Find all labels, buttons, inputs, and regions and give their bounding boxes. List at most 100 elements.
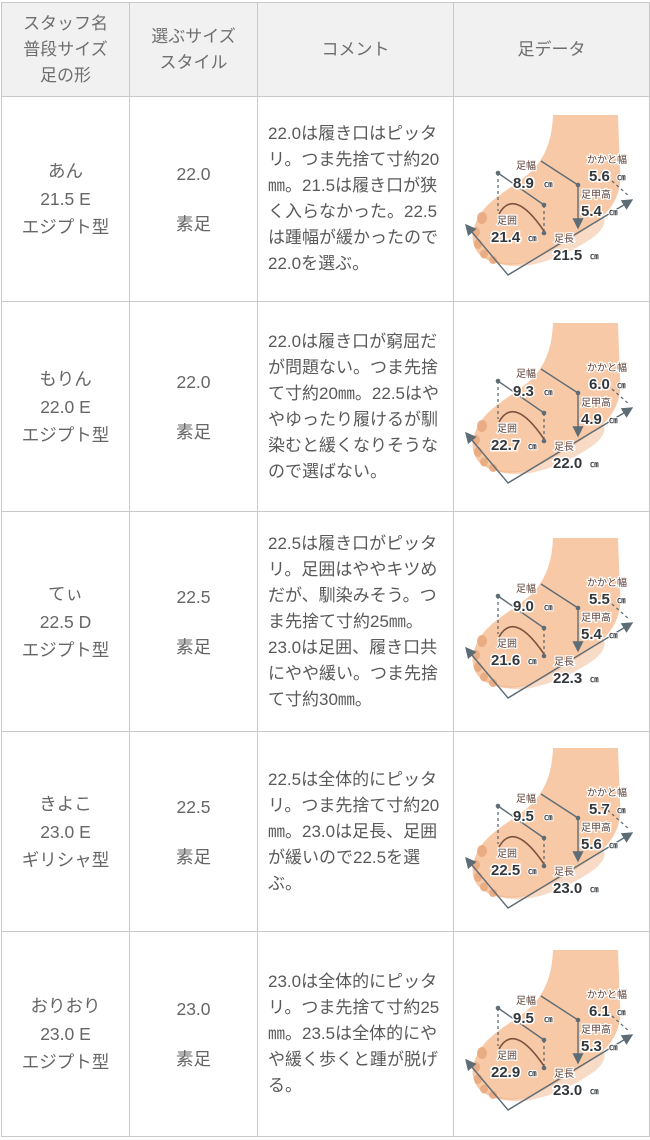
instep-height-value: 5.4	[581, 203, 603, 220]
table-row: てぃ 22.5 D エジプト型 22.5 素足 22.5は履き口がピッタリ。足囲…	[1, 511, 650, 732]
foot-length-value: 23.0	[553, 880, 582, 897]
chosen-style-value: 素足	[176, 636, 211, 657]
foot-length-unit: ㎝	[590, 251, 599, 261]
table-row: きよこ 23.0 E ギリシャ型 22.5 素足 22.5は全体的にピッタリ。つ…	[1, 731, 650, 932]
foot-width-value: 8.9	[513, 175, 534, 192]
measure-labels: 足幅 9.0 ㎝ かかと幅 5.5 ㎝ 足甲高 5.4 ㎝ 足囲 21.6 ㎝ …	[490, 574, 629, 688]
staff-foot-shape: エジプト型	[21, 639, 110, 660]
heel-width-value: 6.0	[589, 376, 610, 393]
heel-width-value: 5.6	[589, 168, 610, 185]
staff-cell: もりん 22.0 E エジプト型	[1, 301, 130, 512]
measure-labels: 足幅 8.9 ㎝ かかと幅 5.6 ㎝ 足甲高 5.4 ㎝ 足囲 21.4 ㎝ …	[490, 152, 629, 266]
header-comment: コメント	[257, 2, 454, 97]
foot-data-cell: 足幅 9.3 ㎝ かかと幅 6.0 ㎝ 足甲高 4.9 ㎝ 足囲 22.7 ㎝ …	[453, 301, 650, 512]
instep-height-unit: ㎝	[609, 207, 618, 217]
foot-girth-value: 21.6	[491, 652, 520, 669]
foot-girth-unit: ㎝	[528, 441, 537, 451]
foot-girth-value: 22.9	[491, 1064, 520, 1081]
foot-width-value: 9.5	[513, 808, 534, 825]
foot-length-value: 22.3	[553, 670, 582, 687]
staff-name: きよこ	[39, 793, 92, 814]
foot-sole-shade	[478, 848, 605, 899]
comment-cell: 22.0は履き口はピッタリ。つま先捨て寸約20㎜。21.5は履き口が狭く入らなか…	[257, 96, 454, 302]
comment-text: 22.0は履き口はピッタリ。つま先捨て寸約20㎜。21.5は履き口が狭く入らなか…	[268, 124, 440, 273]
foot-length-unit: ㎝	[590, 884, 599, 894]
comment-text: 23.0は全体的にピッタリ。つま先捨て寸約25㎜。23.5は全体的にやや緩く歩く…	[268, 972, 440, 1095]
foot-diagram: 足幅 8.9 ㎝ かかと幅 5.6 ㎝ 足甲高 5.4 ㎝ 足囲 21.4 ㎝ …	[465, 115, 634, 276]
foot-girth-label: 足囲	[497, 848, 517, 860]
header-staff-line: 普段サイズ	[23, 39, 108, 59]
instep-height-unit: ㎝	[609, 840, 618, 850]
foot-width-label: 足幅	[516, 792, 536, 805]
foot-data-cell: 足幅 9.5 ㎝ かかと幅 6.1 ㎝ 足甲高 5.3 ㎝ 足囲 22.9 ㎝ …	[453, 931, 650, 1137]
instep-height-label: 足甲高	[581, 396, 611, 409]
instep-height-unit: ㎝	[609, 630, 618, 640]
header-staff-line: スタッフ名	[23, 13, 108, 33]
header-chosen-size: 選ぶサイズ スタイル	[129, 2, 258, 97]
chosen-size-value: 22.0	[176, 371, 211, 392]
instep-height-value: 5.3	[581, 1038, 602, 1055]
header-staff-line: 足の形	[40, 65, 91, 85]
foot-girth-unit: ㎝	[528, 656, 537, 666]
foot-length-label: 足長	[554, 866, 574, 878]
foot-girth-value: 22.7	[491, 437, 520, 454]
foot-diagram: 足幅 9.5 ㎝ かかと幅 5.7 ㎝ 足甲高 5.6 ㎝ 足囲 22.5 ㎝ …	[465, 747, 634, 909]
table-row: もりん 22.0 E エジプト型 22.0 素足 22.0は履き口が窮屈だが問題…	[1, 301, 650, 512]
instep-height-label: 足甲高	[581, 188, 611, 201]
chosen-size-cell: 22.0 素足	[129, 301, 258, 512]
foot-width-unit: ㎝	[544, 387, 553, 397]
heel-width-unit: ㎝	[617, 805, 626, 815]
comment-text: 22.5は全体的にピッタリ。つま先捨て寸約20㎜。23.0は足長、足囲が緩いので…	[268, 769, 440, 893]
foot-sole-shade	[478, 423, 605, 474]
chosen-style-value: 素足	[176, 846, 211, 867]
foot-width-value: 9.5	[513, 1010, 534, 1027]
measure-labels: 足幅 9.3 ㎝ かかと幅 6.0 ㎝ 足甲高 4.9 ㎝ 足囲 22.7 ㎝ …	[490, 359, 629, 473]
foot-sole-shade	[478, 638, 605, 689]
staff-usual-size: 23.0 E	[40, 1024, 91, 1044]
comment-cell: 22.5は全体的にピッタリ。つま先捨て寸約20㎜。23.0は足長、足囲が緩いので…	[257, 731, 454, 932]
instep-height-label: 足甲高	[581, 1023, 611, 1036]
chosen-style-value: 素足	[176, 214, 211, 234]
foot-girth-unit: ㎝	[528, 1068, 537, 1078]
foot-girth-value: 21.4	[491, 229, 521, 246]
table-row: おりおり 23.0 E エジプト型 23.0 素足 23.0は全体的にピッタリ。…	[1, 931, 650, 1137]
foot-girth-label: 足囲	[497, 423, 517, 435]
table-row: あん 21.5 E エジプト型 22.0 素足 22.0は履き口はピッタリ。つま…	[1, 96, 650, 302]
foot-length-value: 22.0	[553, 455, 582, 472]
measure-labels: 足幅 9.5 ㎝ かかと幅 5.7 ㎝ 足甲高 5.6 ㎝ 足囲 22.5 ㎝ …	[490, 784, 629, 898]
heel-width-value: 6.1	[589, 1003, 610, 1020]
foot-data-cell: 足幅 9.0 ㎝ かかと幅 5.5 ㎝ 足甲高 5.4 ㎝ 足囲 21.6 ㎝ …	[453, 511, 650, 732]
chosen-style-value: 素足	[176, 1049, 211, 1069]
foot-length-label: 足長	[554, 233, 574, 245]
foot-sole-shade	[478, 216, 605, 267]
foot-length-label: 足長	[554, 441, 574, 453]
heel-width-unit: ㎝	[617, 380, 626, 390]
measure-lines	[465, 792, 634, 909]
foot-length-unit: ㎝	[590, 459, 599, 469]
staff-cell: あん 21.5 E エジプト型	[1, 96, 130, 302]
heel-width-label: かかと幅	[587, 988, 627, 1001]
foot-data-cell: 足幅 8.9 ㎝ かかと幅 5.6 ㎝ 足甲高 5.4 ㎝ 足囲 21.4 ㎝ …	[453, 96, 650, 302]
measure-labels: 足幅 9.5 ㎝ かかと幅 6.1 ㎝ 足甲高 5.3 ㎝ 足囲 22.9 ㎝ …	[490, 987, 629, 1101]
foot-length-unit: ㎝	[590, 1086, 599, 1096]
chosen-size-cell: 22.5 素足	[129, 731, 258, 932]
foot-diagram: 足幅 9.5 ㎝ かかと幅 6.1 ㎝ 足甲高 5.3 ㎝ 足囲 22.9 ㎝ …	[465, 950, 634, 1111]
foot-width-unit: ㎝	[544, 1014, 553, 1024]
foot-width-unit: ㎝	[544, 179, 553, 189]
foot-width-unit: ㎝	[544, 602, 553, 612]
foot-length-value: 23.0	[553, 1082, 582, 1099]
table-header: スタッフ名 普段サイズ 足の形 選ぶサイズ スタイル コメント 足データ	[1, 2, 650, 97]
staff-name: おりおり	[30, 996, 101, 1016]
foot-girth-label: 足囲	[497, 1050, 517, 1062]
comment-cell: 23.0は全体的にピッタリ。つま先捨て寸約25㎜。23.5は全体的にやや緩く歩く…	[257, 931, 454, 1137]
foot-girth-unit: ㎝	[528, 233, 537, 243]
staff-foot-shape: ギリシャ型	[21, 849, 110, 870]
foot-girth-label: 足囲	[497, 215, 517, 227]
foot-length-label: 足長	[554, 1068, 574, 1080]
staff-usual-size: 23.0 E	[40, 821, 91, 842]
staff-cell: きよこ 23.0 E ギリシャ型	[1, 731, 130, 932]
chosen-size-cell: 22.0 素足	[129, 96, 258, 302]
comment-cell: 22.5は履き口がピッタリ。足囲はややキツめだが、馴染みそう。つま先捨て寸約25…	[257, 511, 454, 732]
staff-foot-shape: エジプト型	[21, 217, 110, 237]
